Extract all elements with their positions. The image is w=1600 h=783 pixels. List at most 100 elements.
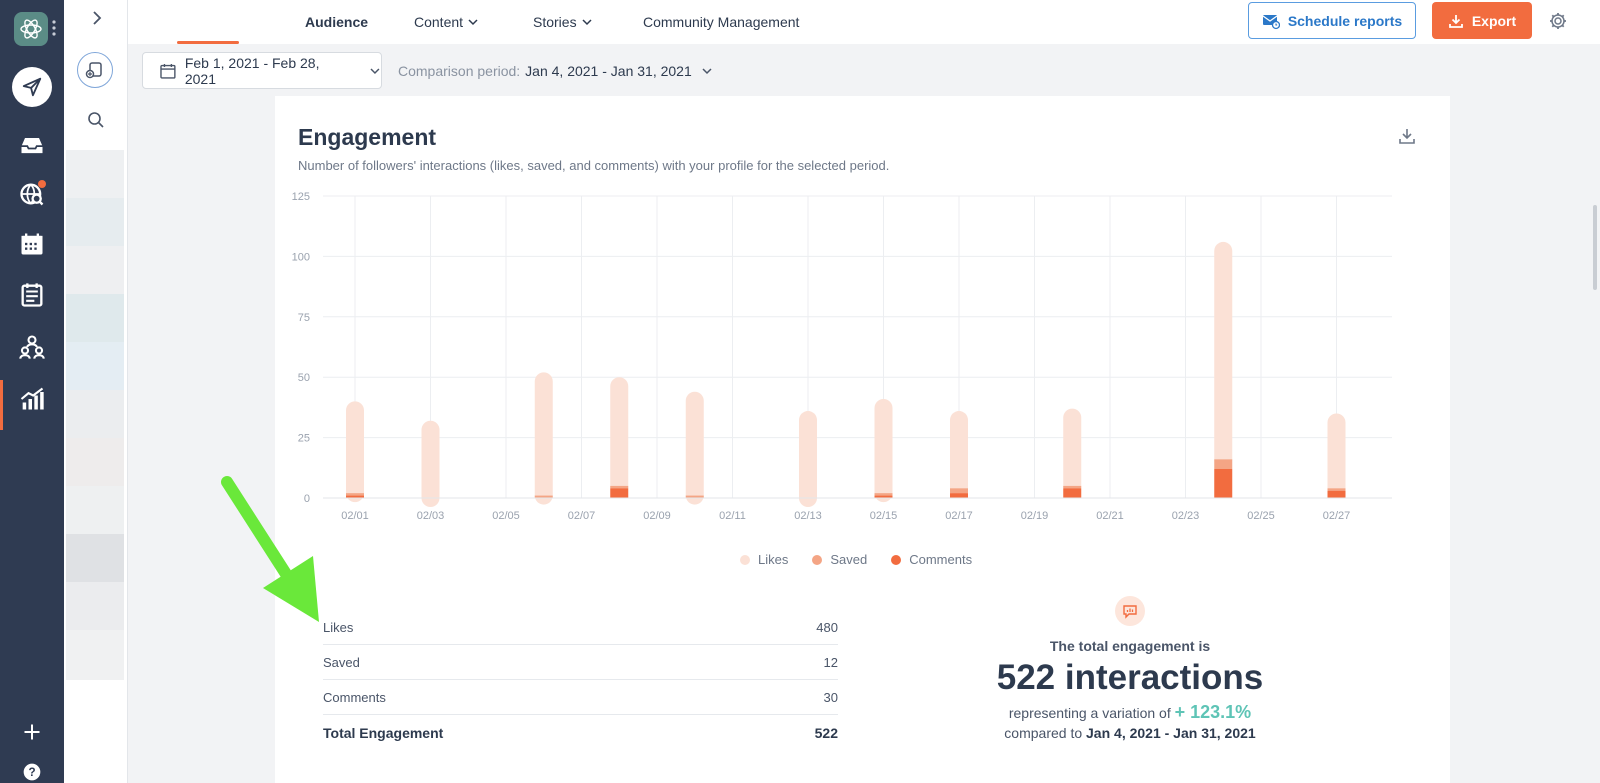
bar-likes-02-15 — [874, 398, 893, 503]
profile-item-blurred[interactable] — [66, 534, 124, 582]
x-tick-label: 02/13 — [794, 510, 822, 522]
bar-saved-02-17 — [950, 488, 968, 494]
bar-comments-02-20 — [1063, 488, 1082, 498]
profile-item-blurred[interactable] — [66, 630, 124, 680]
profile-item-blurred[interactable] — [66, 486, 124, 534]
calendar-icon — [160, 63, 176, 79]
chat-chart-icon — [1115, 596, 1145, 626]
calendar-icon[interactable] — [0, 222, 64, 266]
x-tick-label: 02/09 — [643, 510, 671, 522]
legend-dot — [740, 554, 750, 565]
card-subtitle: Number of followers' interactions (likes… — [298, 158, 890, 173]
profile-item-blurred[interactable] — [66, 150, 124, 198]
bar-saved-02-06 — [534, 495, 553, 498]
expand-chevron-icon[interactable] — [87, 8, 107, 28]
profile-item-blurred[interactable] — [66, 390, 124, 438]
app-logo-icon[interactable] — [14, 12, 48, 46]
x-tick-label: 02/17 — [945, 510, 973, 522]
schedule-reports-button[interactable]: Schedule reports — [1248, 2, 1416, 39]
comparison-label: Comparison period: — [398, 62, 521, 79]
tab-community-management[interactable]: Community Management — [643, 14, 800, 30]
y-tick-label: 125 — [292, 191, 310, 203]
bar-comments-02-08 — [610, 488, 629, 498]
analytics-chart-icon[interactable] — [0, 377, 64, 421]
bar-comments-02-01 — [346, 495, 364, 498]
bar-comments-02-27 — [1327, 490, 1346, 498]
compare-text: compared to Jan 4, 2021 - Jan 31, 2021 — [1004, 725, 1256, 741]
bar-likes-02-20 — [1063, 408, 1082, 495]
tab-stories[interactable]: Stories — [533, 0, 592, 44]
bar-saved-02-24 — [1214, 459, 1233, 470]
bar-saved-02-01 — [346, 493, 364, 496]
x-tick-label: 02/07 — [568, 510, 596, 522]
tab-audience[interactable]: Audience — [305, 14, 369, 30]
profile-item-blurred[interactable] — [66, 342, 124, 390]
date-range-value: Feb 1, 2021 - Feb 28, 2021 — [184, 54, 320, 87]
listening-globe-icon[interactable] — [0, 172, 64, 216]
chart-legend: Likes Saved Comments — [740, 552, 972, 567]
legend-dot — [891, 554, 902, 565]
x-tick-label: 02/11 — [719, 510, 746, 522]
add-icon[interactable] — [0, 710, 64, 754]
tab-content[interactable]: Content — [414, 0, 478, 44]
legend-likes[interactable]: Likes — [740, 552, 788, 567]
y-tick-label: 25 — [298, 433, 310, 445]
total-engagement-box: The total engagement is 522 interactions… — [965, 596, 1295, 741]
x-tick-label: 02/05 — [492, 510, 520, 522]
gear-icon[interactable] — [1548, 11, 1568, 31]
bar-likes-02-17 — [950, 411, 968, 498]
search-icon[interactable] — [86, 110, 106, 130]
variation-text: representing a variation of + 123.1% — [1008, 702, 1252, 722]
bar-likes-02-10 — [685, 391, 704, 505]
profile-item-blurred[interactable] — [66, 582, 124, 630]
svg-text:?: ? — [28, 766, 35, 779]
bar-comments-02-24 — [1214, 469, 1233, 498]
green-arrow-annotation — [221, 476, 319, 622]
variation-percentage: + 123.1% — [1174, 702, 1252, 722]
page-scrollbar[interactable] — [1593, 205, 1597, 290]
x-tick-label: 02/19 — [1021, 510, 1049, 522]
notification-dot — [38, 180, 46, 188]
legend-saved[interactable]: Saved — [812, 552, 867, 567]
export-button[interactable]: Export — [1432, 2, 1532, 39]
summary-row-total: Total Engagement 522 — [323, 724, 838, 741]
bar-likes-02-01 — [346, 401, 364, 503]
y-tick-label: 100 — [292, 251, 310, 263]
x-tick-label: 02/27 — [1323, 510, 1351, 522]
chevron-down-icon — [370, 67, 380, 74]
bar-likes-02-24 — [1214, 241, 1233, 469]
bar-likes-02-13 — [799, 411, 817, 507]
planner-list-icon[interactable] — [0, 273, 64, 317]
x-tick-label: 02/01 — [341, 510, 369, 522]
bar-saved-02-27 — [1327, 488, 1346, 491]
legend-comments[interactable]: Comments — [891, 552, 972, 567]
bar-comments-02-17 — [950, 493, 968, 498]
active-indicator — [0, 380, 3, 430]
profile-item-blurred[interactable] — [66, 198, 124, 246]
mail-schedule-icon — [1262, 14, 1280, 29]
x-tick-label: 02/15 — [870, 510, 898, 522]
download-icon — [1448, 14, 1463, 28]
download-icon[interactable] — [1397, 126, 1417, 146]
profile-item-blurred[interactable] — [66, 246, 124, 294]
profile-item-blurred[interactable] — [66, 294, 124, 342]
date-range-picker[interactable]: Feb 1, 2021 - Feb 28, 2021 — [142, 52, 382, 89]
help-icon[interactable]: ? — [0, 750, 64, 783]
comparison-period-picker[interactable]: Comparison period: Jan 4, 2021 - Jan 31,… — [398, 52, 713, 89]
bar-comments-02-15 — [874, 495, 893, 498]
engagement-card: Engagement Number of followers' interact… — [275, 96, 1450, 783]
inbox-icon[interactable] — [0, 123, 64, 167]
summary-row-likes: Likes 480 — [323, 610, 838, 645]
chevron-down-icon — [468, 19, 478, 26]
comparison-value: Jan 4, 2021 - Jan 31, 2021 — [525, 62, 692, 79]
add-profile-icon[interactable] — [77, 52, 113, 88]
publish-send-icon[interactable] — [12, 67, 52, 107]
influencers-icon[interactable] — [0, 325, 64, 369]
summary-row-saved: Saved 12 — [323, 645, 838, 680]
bar-likes-02-08 — [610, 377, 629, 495]
y-tick-label: 75 — [298, 312, 310, 324]
more-options-icon[interactable] — [52, 18, 56, 38]
bar-saved-02-20 — [1063, 485, 1082, 489]
chevron-down-icon — [702, 67, 712, 74]
profile-item-blurred[interactable] — [66, 438, 124, 486]
